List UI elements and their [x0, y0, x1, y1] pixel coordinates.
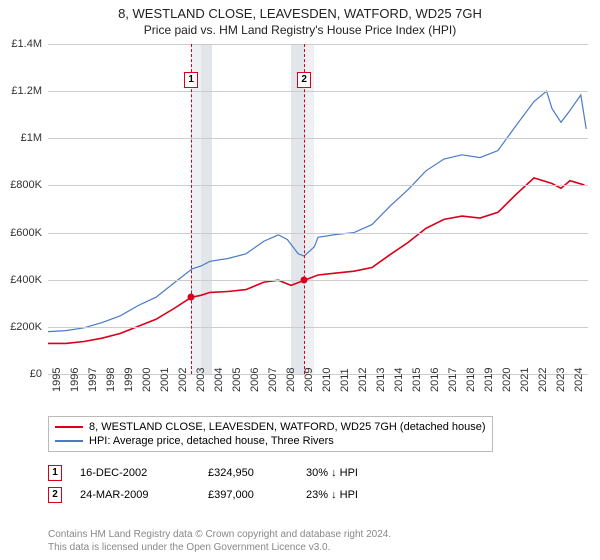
legend-label: HPI: Average price, detached house, Thre… — [89, 435, 334, 447]
x-axis-label: 2011 — [339, 368, 351, 392]
x-axis-label: 2010 — [321, 368, 333, 392]
x-axis-label: 2020 — [501, 368, 513, 392]
y-gridline — [48, 280, 588, 281]
transaction-marker-box: 1 — [48, 465, 62, 481]
x-axis-label: 2017 — [447, 368, 459, 392]
y-gridline — [48, 233, 588, 234]
transaction-price: £397,000 — [208, 489, 288, 501]
series-line — [48, 178, 584, 344]
legend-row: 8, WESTLAND CLOSE, LEAVESDEN, WATFORD, W… — [55, 420, 486, 434]
x-axis-label: 1998 — [105, 368, 117, 392]
chart-lines-svg — [48, 44, 588, 374]
y-gridline — [48, 138, 588, 139]
y-gridline — [48, 44, 588, 45]
y-axis-label: £1.4M — [0, 38, 42, 50]
x-axis-label: 2016 — [429, 368, 441, 392]
legend-swatch — [55, 426, 83, 428]
y-axis-label: £400K — [0, 274, 42, 286]
legend-label: 8, WESTLAND CLOSE, LEAVESDEN, WATFORD, W… — [89, 421, 486, 433]
transactions-table: 1 16-DEC-2002 £324,950 30% ↓ HPI 2 24-MAR-200… — [48, 462, 396, 506]
x-axis-label: 2002 — [177, 368, 189, 392]
footer-line-1: Contains HM Land Registry data © Crown c… — [48, 528, 391, 541]
y-axis-label: £1M — [0, 132, 42, 144]
event-marker-box: 1 — [184, 72, 198, 88]
transaction-date: 16-DEC-2002 — [80, 467, 190, 479]
y-axis-label: £0 — [0, 368, 42, 380]
x-axis-label: 2001 — [159, 368, 171, 392]
y-gridline — [48, 327, 588, 328]
event-vline — [304, 44, 305, 374]
x-axis-label: 2013 — [375, 368, 387, 392]
x-axis-label: 2006 — [249, 368, 261, 392]
x-axis-label: 2008 — [285, 368, 297, 392]
transaction-marker-box: 2 — [48, 487, 62, 503]
x-axis-label: 2014 — [393, 368, 405, 392]
x-axis-label: 2018 — [465, 368, 477, 392]
chart-subtitle: Price paid vs. HM Land Registry's House … — [0, 21, 600, 43]
x-axis-label: 1997 — [87, 368, 99, 392]
y-gridline — [48, 185, 588, 186]
footer-line-2: This data is licensed under the Open Gov… — [48, 541, 391, 554]
legend-row: HPI: Average price, detached house, Thre… — [55, 434, 486, 448]
x-axis-label: 2012 — [357, 368, 369, 392]
y-gridline — [48, 91, 588, 92]
x-axis-label: 2005 — [231, 368, 243, 392]
x-axis-label: 2023 — [555, 368, 567, 392]
event-marker-box: 2 — [297, 72, 311, 88]
x-axis-label: 2015 — [411, 368, 423, 392]
data-point-marker — [188, 294, 195, 301]
transaction-row: 2 24-MAR-2009 £397,000 23% ↓ HPI — [48, 484, 396, 506]
series-line — [48, 91, 586, 332]
x-axis-label: 2019 — [483, 368, 495, 392]
data-point-marker — [301, 277, 308, 284]
x-axis-label: 2007 — [267, 368, 279, 392]
x-axis-label: 1995 — [51, 368, 63, 392]
legend-box: 8, WESTLAND CLOSE, LEAVESDEN, WATFORD, W… — [48, 416, 493, 452]
x-axis-label: 2024 — [573, 368, 585, 392]
x-axis-label: 2003 — [195, 368, 207, 392]
x-axis-label: 2022 — [537, 368, 549, 392]
x-axis-label: 1999 — [123, 368, 135, 392]
x-axis-label: 2000 — [141, 368, 153, 392]
y-axis-label: £200K — [0, 321, 42, 333]
x-axis-label: 2004 — [213, 368, 225, 392]
event-vline — [191, 44, 192, 374]
transaction-price: £324,950 — [208, 467, 288, 479]
chart-plot-area: £0£200K£400K£600K£800K£1M£1.2M£1.4M19951… — [48, 44, 588, 374]
transaction-pct: 23% ↓ HPI — [306, 489, 396, 501]
y-axis-label: £600K — [0, 227, 42, 239]
y-axis-label: £800K — [0, 179, 42, 191]
transaction-date: 24-MAR-2009 — [80, 489, 190, 501]
legend-swatch — [55, 440, 83, 442]
footer-attribution: Contains HM Land Registry data © Crown c… — [48, 528, 391, 554]
transaction-pct: 30% ↓ HPI — [306, 467, 396, 479]
transaction-row: 1 16-DEC-2002 £324,950 30% ↓ HPI — [48, 462, 396, 484]
x-axis-label: 2021 — [519, 368, 531, 392]
y-axis-label: £1.2M — [0, 85, 42, 97]
chart-title: 8, WESTLAND CLOSE, LEAVESDEN, WATFORD, W… — [0, 0, 600, 21]
x-axis-label: 1996 — [69, 368, 81, 392]
